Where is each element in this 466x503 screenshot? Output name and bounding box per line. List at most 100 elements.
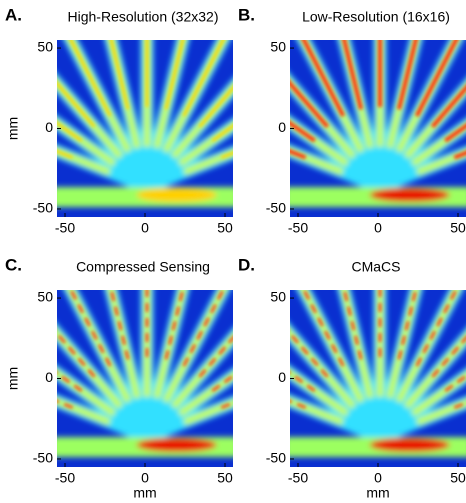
panel-label: D. [238, 255, 255, 274]
panel: A. High-Resolution (32x32) -50 0 50 -50 0 50 mm [5, 5, 233, 236]
x-tick-label: 50 [450, 470, 466, 486]
heatmap-ray [69, 290, 112, 367]
x-tick-label: 0 [141, 220, 149, 236]
heatmap-ray [410, 121, 466, 167]
panel-title: Low-Resolution (16x16) [302, 9, 450, 25]
y-tick-label: 0 [45, 119, 53, 135]
heatmap-image [57, 290, 233, 467]
x-tick-label: -50 [55, 470, 75, 486]
heatmap-ray [69, 40, 112, 117]
heatmap-ray [211, 374, 233, 392]
heatmap-ray [164, 290, 185, 360]
heatmap-hotspot [369, 438, 450, 452]
heatmap-image [57, 40, 233, 217]
x-axis-label: mm [366, 485, 389, 501]
y-tick-label: 50 [270, 39, 286, 55]
heatmap-ray [290, 369, 350, 417]
x-tick-label: -50 [288, 470, 308, 486]
heatmap-ray [414, 40, 459, 117]
y-tick-label: 0 [45, 369, 53, 385]
heatmap-ray [415, 290, 458, 367]
heatmap-ray-cores [290, 290, 466, 409]
y-tick-label: -50 [33, 200, 53, 216]
heatmap-ray [164, 40, 185, 110]
heatmap-ray [57, 81, 96, 128]
heatmap-ray [57, 369, 117, 417]
heatmap-ray [377, 145, 466, 194]
heatmap-ray [377, 395, 466, 444]
heatmap-ray [301, 40, 346, 117]
heatmap-ray [57, 331, 96, 378]
heatmap-ray [415, 399, 466, 426]
heatmap-ray [109, 290, 130, 360]
heatmap-ray [415, 149, 466, 176]
x-tick-label: 50 [217, 220, 233, 236]
x-axis-label: mm [133, 485, 156, 501]
heatmap-ray [290, 80, 329, 128]
x-tick-label: 50 [217, 470, 233, 486]
panel-label: C. [5, 255, 22, 274]
panel-title: High-Resolution (32x32) [68, 9, 219, 25]
heatmap-ray [396, 40, 418, 110]
heatmap-ray [144, 395, 233, 444]
heatmap-ray [397, 290, 418, 360]
heatmap-ray [211, 124, 233, 142]
heatmap-image [290, 290, 466, 467]
heatmap-ray [290, 120, 316, 143]
heatmap-ray [57, 144, 150, 194]
heatmap-ray [302, 290, 345, 367]
y-tick-label: 50 [270, 289, 286, 305]
y-tick-label: -50 [33, 450, 53, 466]
heatmap-ray [198, 86, 233, 128]
y-tick-label: -50 [266, 200, 286, 216]
heatmap-ray [109, 40, 130, 110]
heatmap-ray [444, 123, 466, 143]
heatmap-ray [290, 147, 345, 176]
panel-title: CMaCS [351, 259, 400, 275]
heatmap-ray [177, 371, 233, 417]
heatmap-ray [342, 40, 364, 110]
heatmap-ray [57, 147, 112, 176]
panel: D. CMaCS -50 0 50 -50 0 50 mm [238, 255, 466, 501]
heatmap-ray [144, 145, 233, 194]
heatmap-ray [290, 394, 383, 444]
heatmap-ray [198, 336, 233, 378]
y-tick-label: 0 [278, 369, 286, 385]
heatmap-ray [342, 290, 363, 360]
panel: B. Low-Resolution (16x16) -50 0 50 -50 0 50 [238, 5, 466, 236]
heatmap-ray [431, 85, 466, 128]
y-tick-label: 0 [278, 119, 286, 135]
y-axis-label: mm [5, 367, 21, 390]
y-axis-label: mm [5, 117, 21, 140]
heatmap-ray [57, 119, 117, 167]
x-tick-label: 50 [450, 220, 466, 236]
heatmap-ray-cores [57, 40, 233, 159]
heatmap-ray [444, 374, 466, 392]
heatmap-ray [57, 397, 112, 426]
x-tick-label: 0 [141, 470, 149, 486]
heatmap-hotspot [369, 188, 450, 202]
x-tick-label: 0 [374, 220, 382, 236]
heatmap-ray [290, 144, 383, 194]
heatmap-ray [182, 399, 233, 426]
x-tick-label: -50 [288, 220, 308, 236]
y-tick-label: 50 [37, 289, 53, 305]
heatmap-ray [182, 40, 225, 117]
heatmap-ray [290, 371, 316, 392]
panel-label: B. [238, 5, 255, 24]
heatmap-ray [177, 121, 233, 167]
heatmap-ray [290, 119, 350, 167]
heatmap-ray [182, 290, 225, 367]
heatmap-ray [431, 336, 466, 378]
heatmap-hotspot [136, 188, 217, 202]
heatmap-image [290, 40, 466, 217]
heatmap-ray [57, 121, 83, 142]
heatmap-ray [290, 331, 329, 378]
heatmap-ray-cores [57, 290, 233, 409]
heatmap-ray [57, 371, 83, 392]
y-tick-label: -50 [266, 450, 286, 466]
heatmap-ray [410, 371, 466, 417]
heatmap-ray-cores [290, 40, 466, 160]
panel-title: Compressed Sensing [76, 259, 210, 275]
